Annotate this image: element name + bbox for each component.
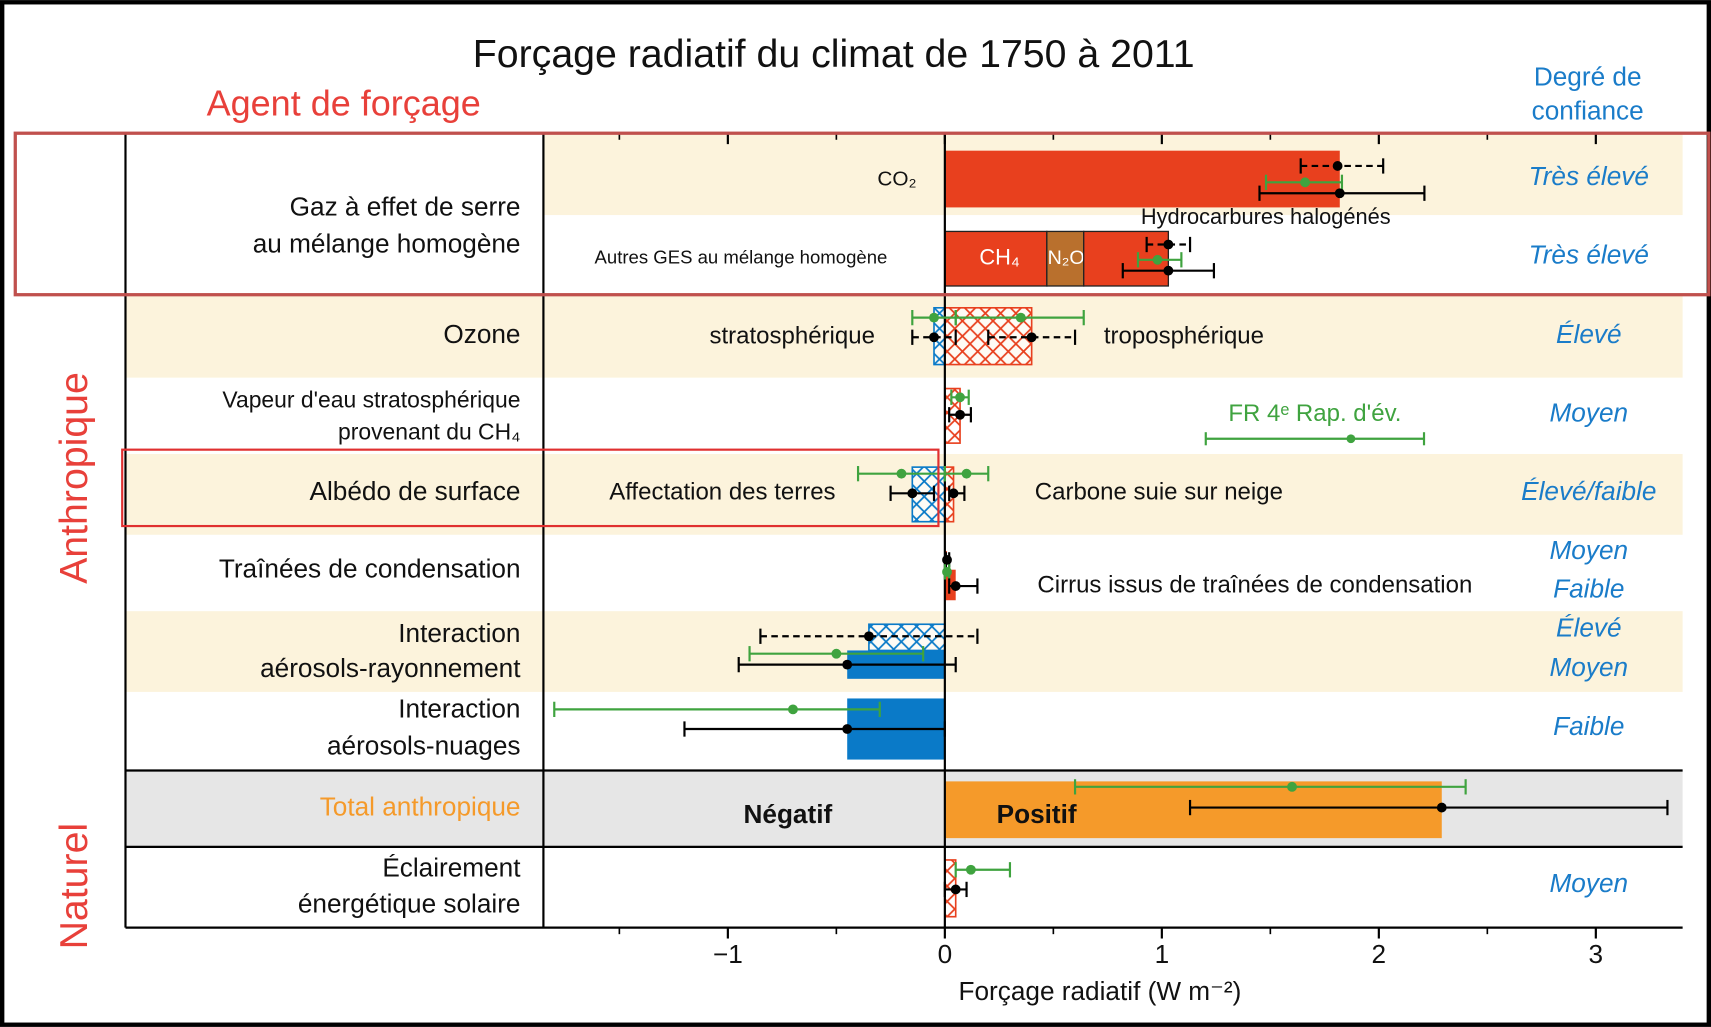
bar-name: CH₄ <box>979 244 1020 269</box>
row-label: Interaction <box>398 693 520 723</box>
confidence: Moyen <box>1550 868 1629 898</box>
highlight-box <box>121 448 940 528</box>
error-point <box>1152 254 1163 265</box>
chart-title: Forçage radiatif du climat de 1750 à 201… <box>473 32 1195 76</box>
error-point <box>942 554 952 565</box>
bar-name: Hydrocarbures halogénés <box>1141 204 1391 229</box>
bar <box>911 466 946 523</box>
error-point <box>1163 265 1174 276</box>
row-label: provenant du CH₄ <box>338 418 521 444</box>
error-point <box>1163 239 1174 250</box>
confidence: Moyen <box>1550 398 1629 428</box>
bar <box>944 150 1340 208</box>
row-label: Traînées de condensation <box>219 554 521 584</box>
row-label: Total anthropique <box>320 792 521 822</box>
plot: −1 0 1 2 3 Gaz à effet de serre au mélange hom… <box>13 131 1711 969</box>
x-tick-label: 0 <box>938 939 953 969</box>
bar <box>1046 230 1085 287</box>
error-point <box>1332 161 1343 171</box>
error-point <box>942 566 952 577</box>
error-point <box>1015 312 1026 323</box>
confidence: Très élevé <box>1529 239 1649 269</box>
row-label: aérosols-rayonnement <box>260 653 521 683</box>
x-tick-label: 2 <box>1372 939 1387 969</box>
confidence: Faible <box>1553 573 1624 603</box>
row-label: Interaction <box>398 618 520 648</box>
left-heading: Agent de forçage <box>207 82 481 123</box>
row-label: énergétique solaire <box>298 889 521 919</box>
confidence: Élevé/faible <box>1521 476 1656 506</box>
error-point <box>896 468 907 479</box>
highlight-box <box>13 131 1711 297</box>
annotation: Négatif <box>743 799 832 829</box>
confidence: Élevé <box>1556 319 1621 349</box>
error-point <box>955 409 965 420</box>
bar-name: troposphérique <box>1104 323 1264 350</box>
confidence: Faible <box>1553 711 1624 741</box>
error-point <box>950 581 961 591</box>
row-bg <box>125 294 1683 378</box>
error-point <box>950 884 961 895</box>
row-label: aérosols-nuages <box>327 730 521 760</box>
bar-name: N₂O <box>1048 247 1085 269</box>
confidence: Très élevé <box>1529 161 1649 191</box>
row-label: Vapeur d'eau stratosphérique <box>222 387 520 413</box>
error-point <box>1026 332 1037 343</box>
confidence: Moyen <box>1550 535 1629 565</box>
bar-name: Cirrus issus de traînées de condensation <box>1037 571 1472 598</box>
right-heading: confiance <box>1532 95 1644 125</box>
bar-name: CO₂ <box>877 168 916 191</box>
error-point <box>863 631 874 642</box>
error-point <box>1287 781 1297 792</box>
annotation: FR 4ᵉ Rap. d'év. <box>1228 400 1401 427</box>
error-point <box>831 648 842 659</box>
group-label: Anthropique <box>52 372 96 584</box>
legend-key <box>1346 434 1356 444</box>
row-label: Éclairement <box>382 853 521 883</box>
error-point <box>907 488 918 499</box>
error-point <box>1334 188 1345 199</box>
confidence: Élevé <box>1556 613 1621 643</box>
bar-name: Affectation des terres <box>609 479 835 506</box>
x-tick-label: 3 <box>1589 939 1604 969</box>
annotation: Autres GES au mélange homogène <box>595 247 888 268</box>
error-point <box>1436 802 1447 813</box>
bar-name: Carbone suie sur neige <box>1035 479 1283 506</box>
error-point <box>965 864 976 875</box>
row-label: Gaz à effet de serre <box>290 191 521 221</box>
error-point <box>842 659 853 670</box>
error-point <box>955 392 965 403</box>
error-point <box>961 468 972 479</box>
error-point <box>929 312 939 323</box>
bar <box>944 781 1442 839</box>
x-tick-label: −1 <box>713 939 743 969</box>
error-point <box>842 724 853 734</box>
x-axis-label: Forçage radiatif (W m⁻²) <box>959 976 1242 1006</box>
bar <box>944 230 1048 287</box>
error-point <box>788 704 798 715</box>
group-label: Naturel <box>52 823 96 950</box>
row-label: Ozone <box>443 319 520 349</box>
annotation: Positif <box>997 799 1077 829</box>
error-point <box>948 488 959 499</box>
row-label: Albédo de surface <box>310 476 521 506</box>
bar-name: stratosphérique <box>709 323 874 350</box>
error-point <box>929 332 939 343</box>
error-point <box>1300 177 1310 188</box>
x-tick-label: 1 <box>1155 939 1170 969</box>
confidence: Moyen <box>1550 652 1629 682</box>
row-label: au mélange homogène <box>253 229 521 259</box>
right-heading: Degré de <box>1534 62 1642 92</box>
